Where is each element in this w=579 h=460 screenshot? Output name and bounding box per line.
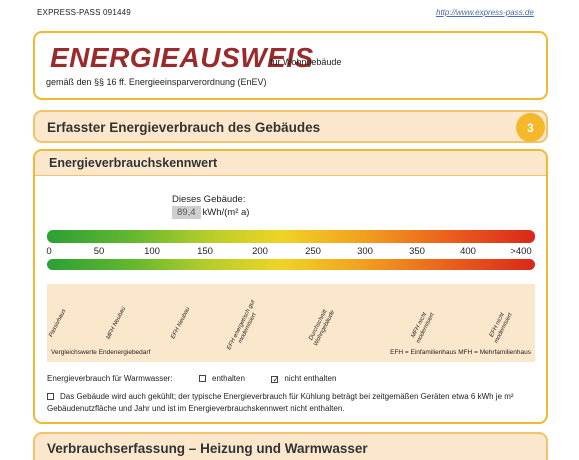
title-panel: ENERGIEAUSWEIS für Wohngebäude gemäß den… xyxy=(33,31,548,100)
document-reference: EXPRESS-PASS 091449 xyxy=(37,8,131,17)
comparison-label: Durchschnitt Wohngebäude xyxy=(308,308,337,348)
scale-tick: >400 xyxy=(510,246,532,257)
kennwert-panel: Energieverbrauchskennwert Dieses Gebäude… xyxy=(33,149,548,424)
checkbox-enthalten[interactable] xyxy=(199,375,206,382)
comparison-title: Vergleichswerte Endenergiebedarf xyxy=(51,349,151,356)
comparison-label: MFH nicht modernisiert xyxy=(410,311,436,345)
checkbox-cooling[interactable] xyxy=(47,393,54,400)
page-number-badge: 3 xyxy=(516,113,545,142)
comparison-label: EFH nicht modernisiert xyxy=(488,312,514,345)
checkbox-nicht-enthalten[interactable]: ✓ xyxy=(271,375,280,384)
value-unit: kWh/(m² a) xyxy=(202,207,250,218)
website-link[interactable]: http://www.express-pass.de xyxy=(436,8,534,17)
document-subtitle: für Wohngebäude xyxy=(270,57,342,67)
energy-scale-bar xyxy=(47,230,535,243)
section-header: Erfasster Energieverbrauch des Gebäudes xyxy=(33,110,548,143)
option-nicht-enthalten: nicht enthalten xyxy=(284,374,337,383)
scale-tick: 350 xyxy=(409,246,425,257)
section-header-bottom: Verbrauchserfassung – Heizung und Warmwa… xyxy=(33,432,548,460)
comparison-label: EFH energetisch gut modernisiert xyxy=(226,299,258,351)
warmwasser-label: Energieverbrauch für Warmwasser: xyxy=(47,374,173,383)
scale-tick: 250 xyxy=(305,246,321,257)
value-number: 89,4 xyxy=(172,206,201,219)
comparison-label: MFH Neubau xyxy=(105,306,128,341)
section-title: Erfasster Energieverbrauch des Gebäudes xyxy=(47,120,321,135)
warmwasser-row: Energieverbrauch für Warmwasser: enthalt… xyxy=(47,374,337,384)
scale-tick: 50 xyxy=(93,246,105,257)
comparison-legend: EFH = Einfamilienhaus MFH = Mehrfamilien… xyxy=(390,349,531,356)
comparison-panel: Passivhaus MFH Neubau EFH Neubau EFH ene… xyxy=(47,284,535,362)
legal-basis: gemäß den §§ 16 ff. Energieeinsparverord… xyxy=(46,77,267,87)
scale-tick: 0 xyxy=(46,246,52,257)
document-title: ENERGIEAUSWEIS xyxy=(50,42,314,73)
scale-tick: 200 xyxy=(252,246,268,257)
cooling-note-text: Das Gebäude wird auch gekühlt; der typis… xyxy=(47,392,514,413)
energy-scale-bar-lower xyxy=(47,259,535,270)
comparison-label: EFH Neubau xyxy=(170,306,192,341)
scale-tick: 400 xyxy=(460,246,476,257)
bottom-section-title: Verbrauchserfassung – Heizung und Warmwa… xyxy=(47,441,368,456)
cooling-note: Das Gebäude wird auch gekühlt; der typis… xyxy=(47,391,539,415)
building-value: 89,4 kWh/(m² a) xyxy=(172,206,249,219)
scale-tick: 150 xyxy=(197,246,213,257)
building-label: Dieses Gebäude: xyxy=(172,194,246,205)
kennwert-header: Energieverbrauchskennwert xyxy=(35,151,546,176)
kennwert-title: Energieverbrauchskennwert xyxy=(49,156,218,170)
scale-tick: 300 xyxy=(357,246,373,257)
scale-tick: 100 xyxy=(144,246,160,257)
option-enthalten: enthalten xyxy=(212,374,245,383)
comparison-label: Passivhaus xyxy=(48,308,68,339)
